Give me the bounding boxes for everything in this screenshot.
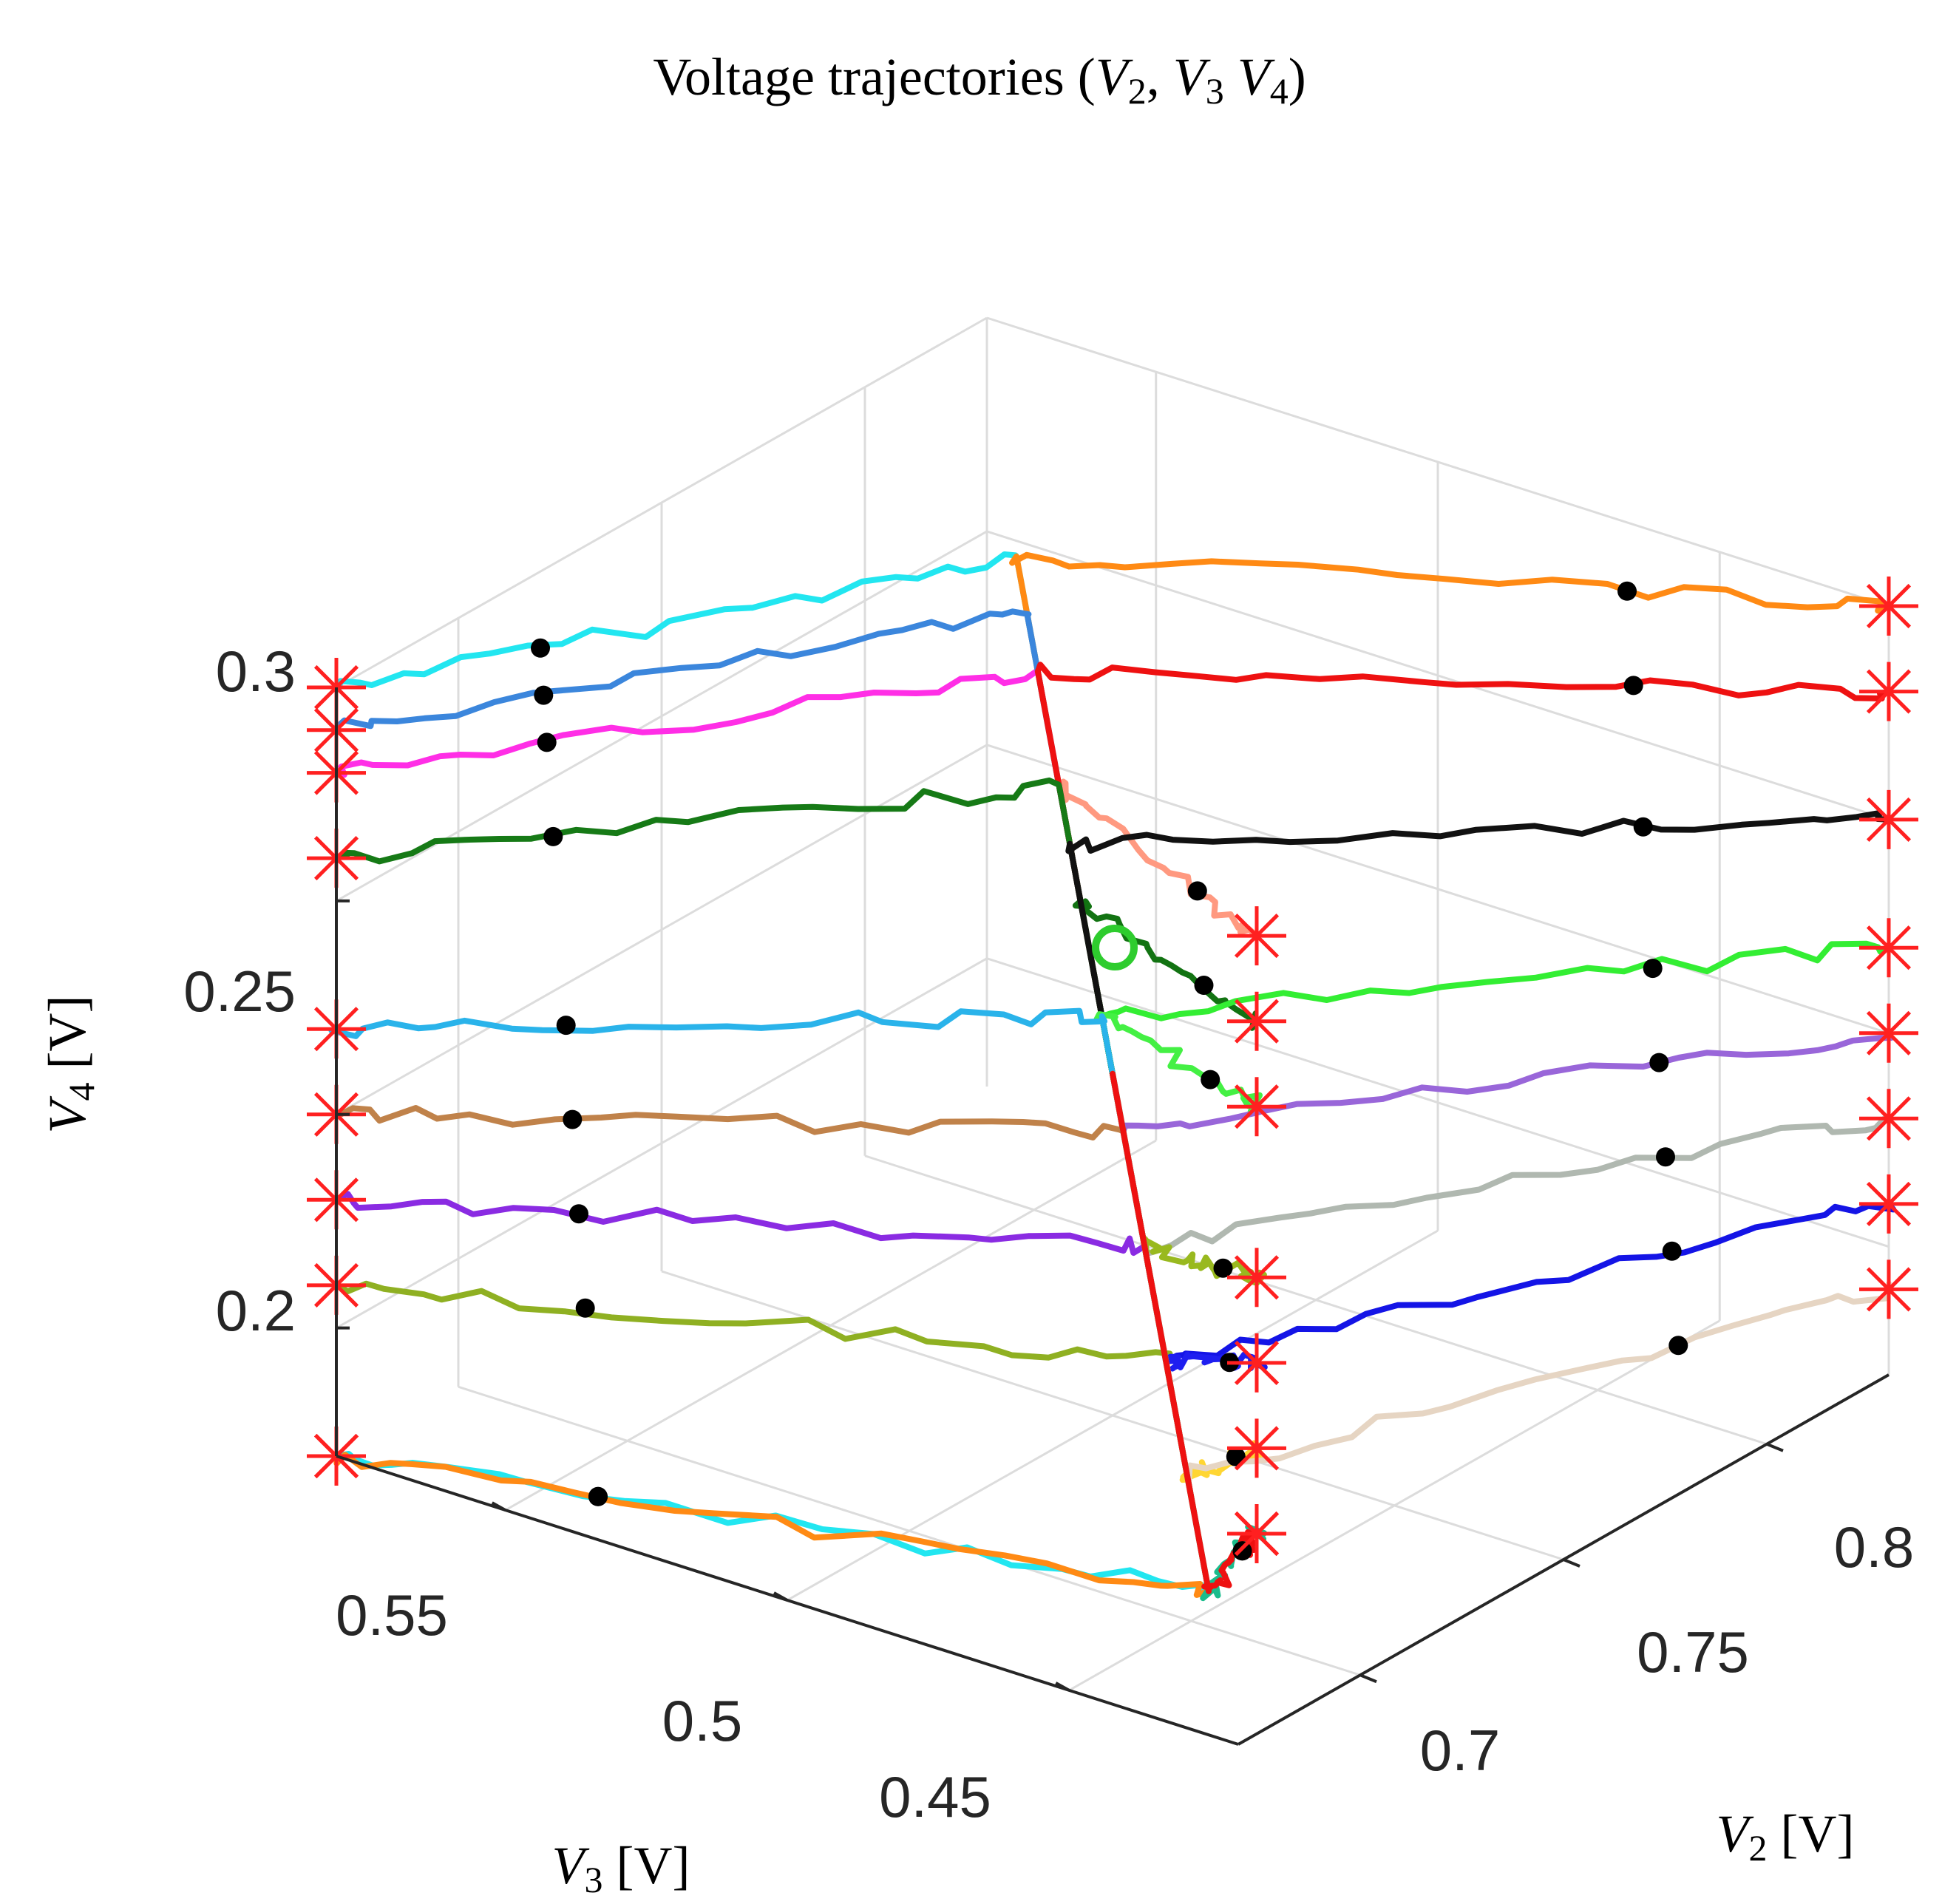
v3-tick-label: 0.5 [662,1688,742,1753]
arrow-olive [575,1298,595,1318]
box-edge [986,316,1890,608]
trajectory-orange-bottom [333,1070,1212,1598]
start-marker-lime-2 [1227,1077,1286,1137]
v3-tick [1055,1682,1070,1692]
grid [335,316,1890,1692]
arrow-magenta [537,732,557,752]
equilibrium-point [1092,925,1138,970]
direction-arrows [531,581,1688,1561]
arrow-blue [1662,1241,1682,1261]
arrow-red-bottom [1232,1541,1252,1561]
wall-grid-line [986,744,1890,1035]
arrow-orange-top [1617,581,1637,601]
arrow-lime [1643,959,1663,979]
axes [335,687,1890,1746]
trajectory-beige [1110,1070,1892,1483]
v2-tick-label: 0.8 [1834,1514,1914,1580]
trajectory-red-top [1034,662,1892,1077]
start-marker-violet [1859,1003,1918,1063]
v2-tick [1359,1673,1377,1684]
trajectory-steel-blue [330,608,1116,1077]
floor-grid-line [787,1229,1439,1602]
trajectory-sky-blue [328,1007,1116,1077]
trajectories [328,551,1897,1602]
arrow-purple [569,1204,588,1224]
arrow-brown [563,1109,583,1129]
trajectory-purple [333,1070,1148,1257]
v3-tick [491,1501,506,1512]
wall-grid-line [986,530,1890,821]
v2-tick-label: 0.7 [1420,1718,1500,1783]
start-marker-grey [1859,1089,1918,1149]
trajectory-dark-green-2 [1072,898,1260,1077]
v3-axis-label: V3 [V] [552,1836,690,1900]
trajectory-brown [333,1070,1127,1140]
arrow-yellow [1226,1446,1246,1466]
start-marker-yellow [1227,1418,1286,1478]
trajectory-dark-green [333,777,1116,1077]
start-marker-orange-top [1859,577,1918,636]
arrow-lime-2 [1201,1070,1220,1089]
arrow-grey [1656,1147,1675,1167]
arrow-dark-green-2 [1194,976,1214,995]
start-marker-blue-2 [1227,1333,1286,1393]
trajectory-black [1065,809,1892,1077]
start-marker-red-bottom [1227,1504,1286,1563]
trajectory-olive [333,1070,1173,1364]
start-marker-dark-green-2 [1227,991,1286,1051]
v3-tick-label: 0.55 [336,1582,448,1648]
v2-tick [1766,1442,1784,1452]
arrow-olive-2 [1213,1258,1233,1278]
v3-tick [773,1591,788,1602]
arrow-orange-bottom [588,1486,608,1506]
trajectory-magenta [333,668,1116,1077]
arrow-salmon [1187,881,1207,901]
v2-tick [1563,1558,1581,1568]
trajectory-orange-top [1009,551,1892,1077]
trajectory-salmon [1056,778,1260,1077]
start-marker-lime [1859,918,1918,978]
z-tick-label: 0.3 [216,639,296,704]
trajectory-lime-2 [1093,1011,1263,1115]
wall-grid-line [986,957,1890,1248]
trajectory-grey [1110,1070,1892,1257]
start-marker-olive-2 [1227,1248,1286,1308]
z-tick-label: 0.25 [183,959,296,1024]
v2-tick-label: 0.75 [1637,1619,1749,1684]
arrow-black [1633,817,1653,837]
v3-tick-label: 0.45 [879,1764,991,1829]
trajectory-cyan-top [333,551,1116,1077]
floor-grid-line [505,1139,1157,1512]
start-marker-salmon [1227,906,1286,966]
trajectory-violet [1110,1030,1895,1135]
v4-axis-label: V4 [V] [38,996,102,1134]
start-marker-blue [1859,1174,1918,1234]
floor-grid-line [1068,1319,1720,1692]
arrow-cyan-top [531,638,550,658]
arrow-dark-green [543,826,563,846]
arrow-steel-blue [534,685,554,705]
start-marker-black [1859,789,1918,849]
arrow-violet [1649,1053,1669,1072]
arrow-sky-blue [556,1016,576,1036]
start-marker-red-top [1859,662,1918,721]
v2-axis-label: V2 [V] [1717,1804,1855,1869]
start-marker-beige [1859,1259,1918,1319]
chart-title: Voltage trajectories (V2, V3 V4) [653,47,1306,112]
box-edge [336,316,988,689]
z-tick-label: 0.2 [216,1278,296,1343]
arrow-beige [1668,1336,1688,1356]
arrow-red-top [1623,676,1643,696]
trajectory-lime [1099,940,1892,1077]
